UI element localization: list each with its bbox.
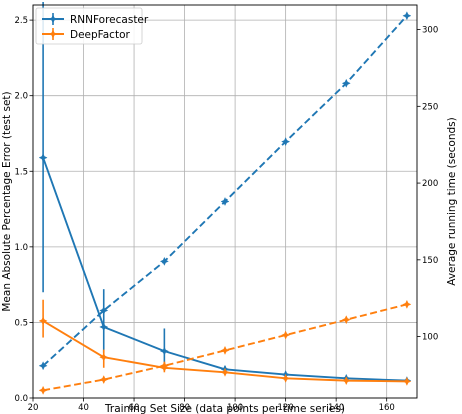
x-tick-label: 60 [129,403,140,413]
data-point [281,373,291,383]
x-tick-label: 100 [227,403,243,413]
y-left-tick-label: 1.0 [14,243,28,253]
data-point [159,361,169,371]
data-point [341,315,351,325]
series-deepfactor-running-time [38,299,412,395]
y-right-tick-label: 100 [422,333,438,343]
y-left-tick-label: 2.0 [14,92,28,102]
x-tick-label: 120 [278,403,294,413]
y-axis-left-label: Mean Absolute Percentage Error (test set… [1,91,13,311]
series-rnnforecaster-running-time [38,11,412,371]
legend-item: RNNForecaster [42,13,149,26]
data-point [220,345,230,355]
data-point [341,376,351,386]
data-point [341,78,351,88]
data-point [402,11,412,21]
legend-box [35,7,143,45]
plot-frame [32,4,418,399]
data-point [99,352,109,362]
y-left-tick-label: 2.5 [14,16,28,26]
data-point [402,376,412,386]
x-tick-label: 20 [28,403,39,413]
data-point [99,322,109,332]
legend: RNNForecaster DeepFactor [35,7,149,45]
y-right-tick-label: 150 [422,256,438,266]
legend-label: DeepFactor [70,29,130,41]
data-point [220,367,230,377]
data-point [159,346,169,356]
series-deepfactor-error [38,299,412,386]
data-point [38,361,48,371]
y-left-tick-label: 0.0 [14,394,28,404]
grid-layer [32,5,417,399]
legend-item: DeepFactor [42,28,130,41]
data-point [38,153,48,163]
legend-marker [48,29,58,39]
data-point [220,197,230,206]
data-point [281,330,291,340]
y-left-tick-label: 1.5 [14,167,28,177]
legend-items: RNNForecaster DeepFactor [42,13,149,41]
tick-layer: 20 40 60 80 100 120 140 160 0.0 0.5 1.0 1.5 2.0 2.5 10… [14,16,438,413]
data-point [38,316,48,326]
legend-label: RNNForecaster [70,14,149,26]
data-point [159,256,169,266]
legend-marker [48,14,58,24]
x-tick-label: 40 [78,403,89,413]
data-point [99,375,109,385]
data-point [38,385,48,395]
y-right-tick-label: 250 [422,102,438,112]
data-point [99,306,109,315]
data-point [402,299,412,309]
series-layer [38,1,412,395]
y-axis-right-label: Average running time (seconds) [446,117,458,285]
y-right-tick-label: 300 [422,26,438,36]
x-axis-label: Training Set Size (data points per time … [104,403,345,414]
data-point [281,137,291,147]
y-right-tick-label: 200 [422,179,438,189]
x-tick-label: 160 [379,403,395,413]
y-left-tick-label: 0.5 [14,318,28,328]
x-tick-label: 140 [328,403,344,413]
x-tick-label: 80 [179,403,190,413]
